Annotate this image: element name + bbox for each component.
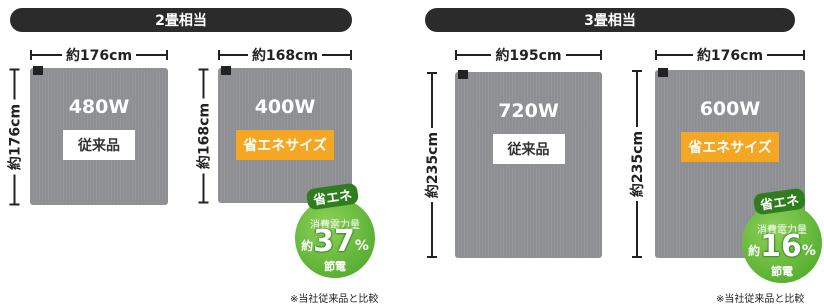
comparison-page: 2畳相当約176cm約176cm480W従来品約168cm約168cm400W省… <box>0 0 824 306</box>
dimension-label: 約168cm <box>193 98 213 172</box>
product-tag: 従来品 <box>493 134 565 164</box>
group-header: 2畳相当 <box>10 8 352 32</box>
dimension-line <box>455 50 491 60</box>
dimension-label: 約176cm <box>62 45 136 65</box>
badge-footer: 節電 <box>295 258 375 274</box>
dimension-label: 約176cm <box>4 99 24 173</box>
dimension-line <box>322 50 352 60</box>
power-label: 480W <box>30 96 168 118</box>
dimension-label: 約235cm <box>627 127 647 201</box>
badge-unit: % <box>802 243 816 259</box>
dimension-label: 約176cm <box>693 45 767 65</box>
dimension-line <box>427 202 437 258</box>
footnote: ※当社従来品と比較 <box>290 290 378 305</box>
dimension-line <box>9 174 19 205</box>
badge-percent: 16 <box>760 231 802 263</box>
badge-percent: 37 <box>313 226 355 258</box>
controller <box>458 70 468 79</box>
group-header: 3畳相当 <box>425 8 795 32</box>
dimension-line <box>427 72 437 128</box>
footnote: ※当社従来品と比較 <box>716 290 804 305</box>
product-tag: 従来品 <box>63 130 135 160</box>
height-dimension: 約168cm <box>195 68 211 203</box>
dimension-line <box>136 50 168 60</box>
width-dimension: 約176cm <box>655 47 805 63</box>
power-label: 600W <box>655 98 805 120</box>
height-dimension: 約235cm <box>424 72 440 258</box>
badge-prefix: 約 <box>748 242 760 259</box>
controller <box>33 66 43 75</box>
width-dimension: 約195cm <box>455 47 602 63</box>
width-dimension: 約168cm <box>218 47 352 63</box>
dimension-line <box>566 50 602 60</box>
dimension-line <box>632 201 642 258</box>
dimension-line <box>655 50 693 60</box>
height-dimension: 約235cm <box>629 70 645 258</box>
power-label: 720W <box>455 100 602 122</box>
product-tag: 省エネサイズ <box>236 130 334 160</box>
product-tag: 省エネサイズ <box>681 132 779 162</box>
badge-unit: % <box>355 238 369 254</box>
badge-footer: 節電 <box>742 263 822 279</box>
badge-prefix: 約 <box>301 237 313 254</box>
dimension-label: 約168cm <box>248 45 322 65</box>
dimension-label: 約235cm <box>422 128 442 202</box>
dimension-label: 約195cm <box>491 45 565 65</box>
dimension-line <box>218 50 248 60</box>
dimension-line <box>198 68 208 98</box>
dimension-line <box>198 173 208 203</box>
width-dimension: 約176cm <box>30 47 168 63</box>
height-dimension: 約176cm <box>6 68 22 205</box>
controller <box>658 68 668 77</box>
controller <box>221 66 231 75</box>
power-label: 400W <box>218 96 352 118</box>
dimension-line <box>30 50 62 60</box>
dimension-line <box>632 70 642 127</box>
dimension-line <box>767 50 805 60</box>
dimension-line <box>9 68 19 99</box>
